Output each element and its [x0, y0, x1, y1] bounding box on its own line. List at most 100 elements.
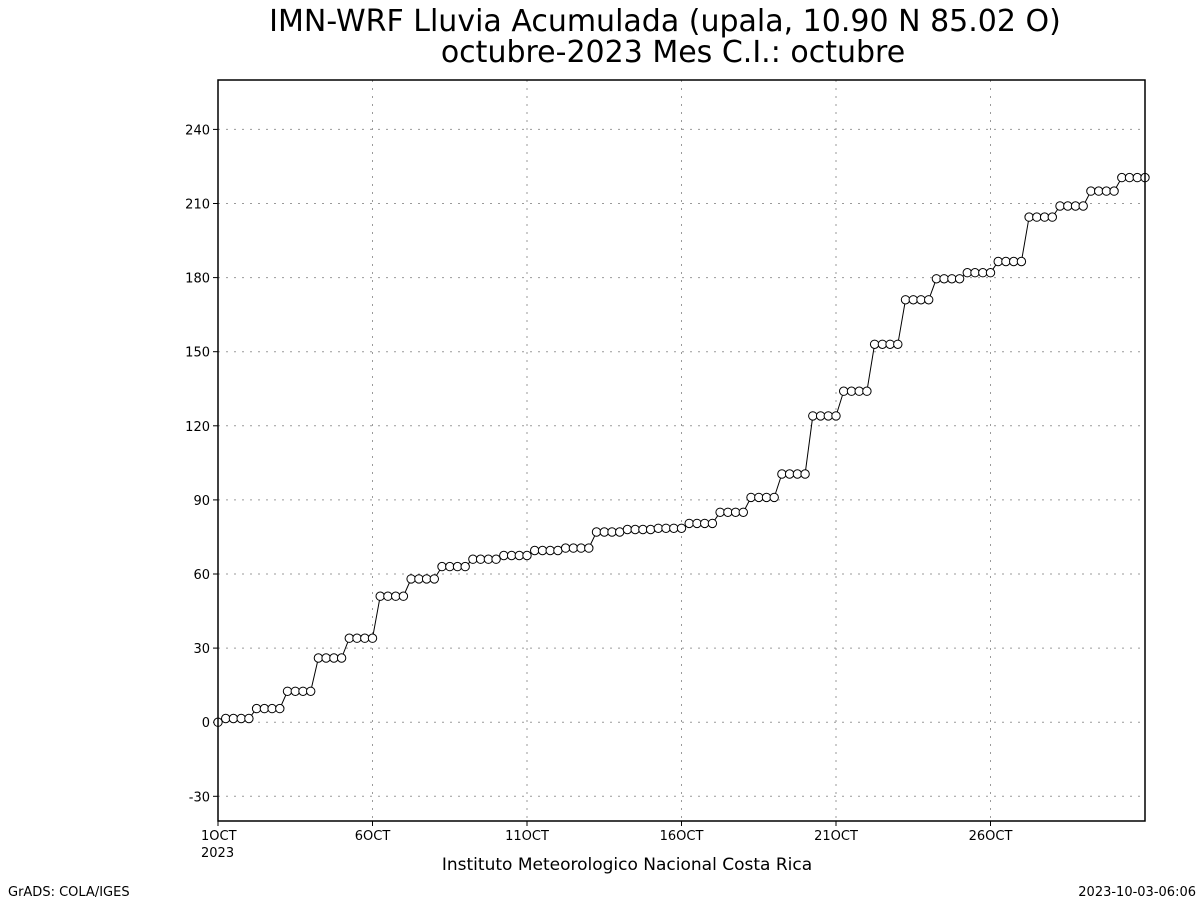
- data-point: [846, 386, 857, 396]
- y-tick-label: -30: [189, 790, 210, 805]
- data-point: [1124, 172, 1135, 183]
- y-axis-ticks: -30 0 30 60 90 120 150 180 210 240: [185, 123, 218, 805]
- y-tick-label: 90: [193, 494, 210, 509]
- data-point: [653, 523, 663, 533]
- x-tick-label: 26OCT: [969, 829, 1013, 844]
- data-point: [692, 518, 702, 529]
- data-point: [954, 274, 965, 284]
- y-tick-label: 180: [185, 272, 210, 287]
- data-point: [506, 550, 517, 561]
- data-point: [1086, 186, 1096, 196]
- y-tick-label: 210: [185, 198, 210, 213]
- data-point: [398, 591, 409, 601]
- data-point: [877, 339, 888, 349]
- data-point: [700, 518, 710, 529]
- data-point: [321, 653, 331, 663]
- plot-frame: [217, 79, 1146, 822]
- data-point: [336, 653, 347, 663]
- x-tick-label: 1OCT: [201, 829, 237, 844]
- data-point: [221, 713, 231, 724]
- data-point: [499, 550, 509, 561]
- data-point: [1132, 172, 1143, 183]
- data-point: [483, 554, 494, 564]
- data-point: [862, 386, 872, 396]
- data-point: [1078, 201, 1088, 211]
- data-point: [900, 295, 911, 305]
- data-point: [329, 653, 339, 663]
- data-point: [391, 591, 401, 601]
- data-point: [738, 507, 748, 517]
- data-point: [530, 545, 540, 556]
- data-point: [445, 561, 455, 572]
- y-tick-label: 30: [193, 642, 210, 657]
- data-point: [962, 268, 972, 278]
- data-point: [661, 523, 671, 533]
- data-point: [1070, 201, 1081, 211]
- data-point: [290, 686, 300, 696]
- data-point: [645, 524, 656, 535]
- chart-subtitle: octubre-2023 Mes C.I.: octubre: [441, 35, 905, 70]
- data-point: [854, 386, 864, 396]
- data-point: [1016, 256, 1027, 267]
- data-point: [251, 703, 262, 714]
- x-tick-label: 16OCT: [660, 829, 704, 844]
- x-tick-label: 6OCT: [355, 829, 391, 844]
- data-point: [383, 591, 393, 601]
- data-point: [947, 274, 957, 284]
- data-point: [800, 469, 810, 479]
- data-point: [1094, 186, 1104, 196]
- data-point: [352, 633, 362, 643]
- data-point: [777, 469, 787, 479]
- data-point: [275, 703, 285, 714]
- data-point: [1063, 201, 1073, 211]
- data-point: [545, 545, 555, 556]
- data-point: [468, 554, 478, 564]
- data-point: [414, 574, 424, 584]
- data-point: [1032, 212, 1042, 222]
- data-point: [730, 507, 741, 517]
- data-point: [839, 386, 849, 396]
- data-point: [615, 527, 625, 537]
- x-axis-ticks: 1OCT 2023 6OCT 11OCT 16OCT 21OCT 26OCT: [201, 821, 1012, 861]
- data-point: [313, 653, 324, 663]
- x-tick-sublabel: 2023: [201, 846, 234, 861]
- data-point: [669, 523, 679, 533]
- data-point: [406, 574, 416, 584]
- data-point: [1009, 256, 1019, 267]
- data-point: [823, 411, 833, 421]
- render-timestamp: 2023-10-03-06:06: [1078, 885, 1196, 900]
- data-point: [367, 633, 378, 643]
- data-point: [560, 543, 571, 553]
- data-point: [939, 274, 949, 284]
- data-point: [993, 256, 1003, 267]
- data-point: [746, 492, 756, 503]
- data-point: [638, 524, 648, 535]
- data-point: [236, 713, 246, 724]
- data-point: [259, 703, 270, 714]
- data-point: [970, 268, 980, 278]
- data-point: [475, 554, 486, 564]
- data-point: [607, 527, 617, 537]
- data-point: [761, 492, 772, 503]
- grid-lines: [218, 80, 1145, 821]
- data-point: [792, 469, 803, 479]
- data-point: [599, 527, 609, 537]
- y-tick-label: 0: [202, 716, 210, 731]
- data-point: [360, 633, 370, 643]
- data-point: [375, 591, 385, 601]
- chart-title: IMN-WRF Lluvia Acumulada (upala, 10.90 N…: [269, 4, 1061, 39]
- data-point: [514, 550, 524, 561]
- data-point: [568, 543, 579, 553]
- data-point: [723, 507, 733, 517]
- data-point: [522, 550, 532, 561]
- data-point: [754, 492, 764, 503]
- data-point: [831, 411, 841, 421]
- data-point: [491, 554, 501, 564]
- data-point: [931, 274, 942, 284]
- data-point: [784, 469, 795, 479]
- data-point: [715, 507, 725, 517]
- y-tick-label: 60: [193, 568, 210, 583]
- data-point: [924, 295, 934, 305]
- data-point: [622, 524, 633, 535]
- data-point: [869, 339, 880, 349]
